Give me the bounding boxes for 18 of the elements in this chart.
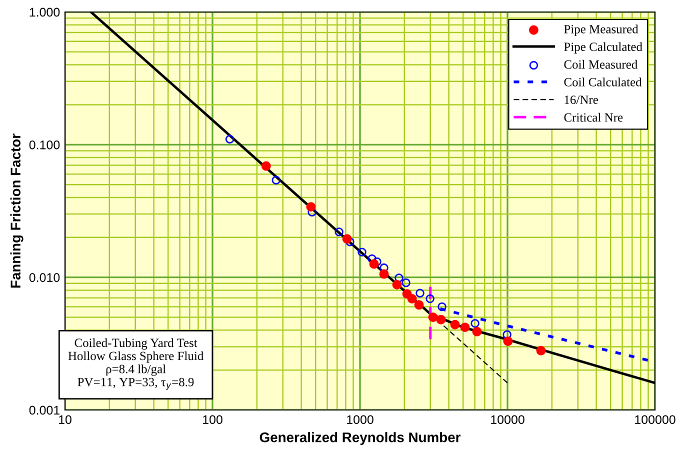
legend-label: Coil Measured (564, 60, 638, 69)
annotation: Coiled-Tubing Yard Test Hollow Glass Sphere Fluid ρ=8.4 lb/gal PV=11, YP=33, τ$_{y}$=8.9 (68, 338, 204, 390)
legend-label: Critical Nre (564, 112, 623, 122)
x-tick-label: 100000 (635, 415, 676, 424)
x-tick-label: 100 (203, 415, 222, 424)
y-tick-label: 1.000 (30, 8, 60, 17)
legend-label: 16/Nre (564, 96, 598, 104)
x-tick-label: 10000 (491, 415, 524, 424)
legend-label: Coil Calculated (564, 78, 642, 86)
y-axis-title: Fanning Friction Factor (10, 134, 24, 288)
y-tick-label: 0.010 (29, 273, 60, 282)
x-axis-title: Generalized Reynolds Number (260, 432, 461, 446)
legend-label: Pipe Calculated (564, 42, 642, 54)
legend-label: Pipe Measured (564, 24, 638, 36)
y-tick-label: 0.001 (29, 406, 60, 415)
x-tick-label: 1000 (347, 415, 374, 424)
y-tick-label: 0.100 (29, 140, 60, 150)
x-tick-label: 10 (59, 415, 72, 424)
